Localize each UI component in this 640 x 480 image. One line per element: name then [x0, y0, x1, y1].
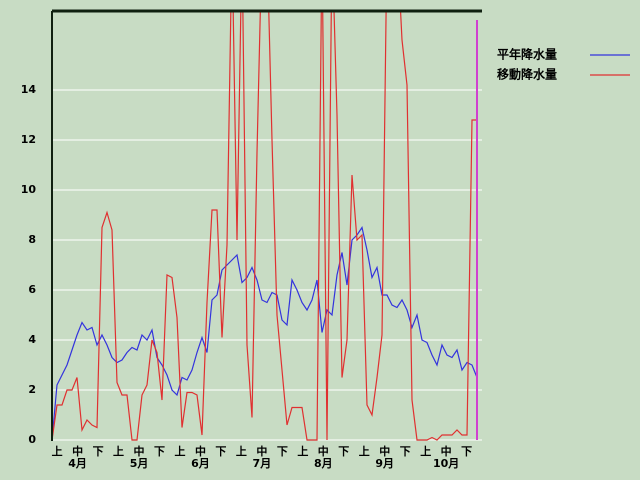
x-tick-label: 上: [297, 444, 308, 458]
grid: [52, 89, 482, 441]
series-line: [52, 11, 477, 441]
plot-area: [52, 11, 478, 441]
x-tick-label: 上: [174, 444, 185, 458]
y-tick-label: 2: [28, 383, 36, 396]
y-tick-label: 10: [21, 183, 37, 196]
y-tick-label: 14: [21, 83, 37, 96]
x-tick-label: 下: [215, 445, 226, 458]
y-tick-label: 6: [28, 283, 36, 296]
month-label: 8月: [314, 457, 333, 470]
y-tick-label: 8: [28, 233, 36, 246]
month-label: 6月: [191, 457, 210, 470]
month-label: 4月: [68, 457, 87, 470]
x-tick-label: 中: [195, 444, 206, 458]
x-tick-label: 下: [338, 445, 349, 458]
x-tick-label: 下: [93, 445, 104, 458]
x-tick-label: 上: [113, 444, 124, 458]
x-tick-label: 中: [256, 444, 267, 458]
x-tick-label: 下: [154, 445, 165, 458]
month-label: 10月: [433, 457, 459, 470]
x-tick-label: 中: [134, 444, 145, 458]
y-tick-label: 0: [28, 433, 36, 446]
x-tick-label: 中: [318, 444, 329, 458]
x-tick-label: 上: [52, 444, 63, 458]
x-tick-label: 中: [379, 444, 390, 458]
x-tick-label: 下: [400, 445, 411, 458]
x-tick-label: 中: [72, 444, 83, 458]
x-tick-label: 下: [277, 445, 288, 458]
month-label: 5月: [130, 457, 149, 470]
y-tick-label: 12: [21, 133, 36, 146]
month-label: 9月: [375, 457, 394, 470]
y-tick-label: 4: [28, 333, 36, 346]
legend-label: 平年降水量: [497, 47, 557, 62]
x-tick-label: 上: [359, 444, 370, 458]
legend-label: 移動降水量: [497, 67, 557, 82]
series-line: [52, 225, 478, 441]
month-label: 7月: [253, 457, 272, 470]
labels: 02468101214上中下上中下上中下上中下上中下上中下上中下4月 5月 6月 7月…: [21, 47, 630, 470]
x-tick-label: 中: [441, 444, 452, 458]
x-tick-label: 上: [236, 444, 247, 458]
x-tick-label: 下: [461, 445, 472, 458]
x-tick-label: 上: [420, 444, 431, 458]
